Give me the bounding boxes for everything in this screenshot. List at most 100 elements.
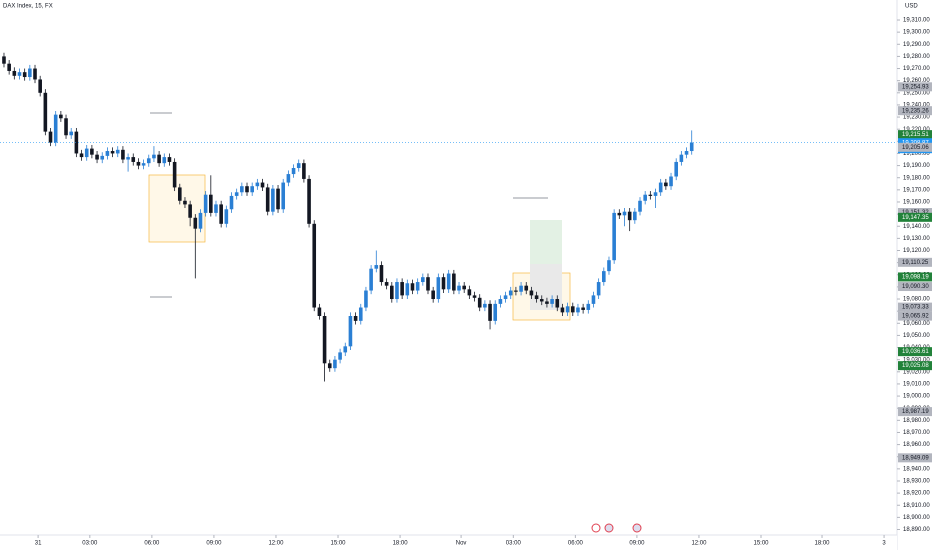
- price-label: 19,090.30: [902, 284, 929, 290]
- candle-body: [353, 316, 358, 321]
- x-tick-label: 12:00: [691, 541, 707, 547]
- candle-body: [648, 194, 653, 196]
- candle-body: [291, 168, 296, 175]
- y-tick-label: 19,170.00: [903, 187, 930, 193]
- candle-body: [477, 297, 482, 308]
- candle-body: [488, 303, 492, 321]
- candle-body: [327, 363, 332, 369]
- candle-body: [312, 223, 317, 308]
- candle-body: [483, 303, 487, 308]
- y-tick-label: 19,140.00: [903, 224, 930, 230]
- currency: USD: [905, 4, 918, 10]
- candle-body: [167, 157, 172, 162]
- candle-body: [59, 114, 63, 119]
- plot: [0, 52, 897, 382]
- candle-body: [658, 182, 663, 193]
- candle-body: [462, 285, 466, 290]
- candle-body: [224, 209, 229, 224]
- price-label-box: [898, 106, 932, 116]
- x-tick-label: 18:00: [815, 541, 831, 547]
- x-tick-label: 09:00: [629, 541, 645, 547]
- candle-body: [586, 303, 591, 310]
- event-icon[interactable]: [591, 523, 601, 533]
- candle-body: [338, 352, 342, 360]
- candle-body: [136, 161, 141, 166]
- candle-body: [214, 204, 218, 213]
- candle-body: [524, 285, 529, 291]
- candle-body: [296, 163, 301, 169]
- candle-body: [333, 359, 337, 369]
- price-label: 19,215.51: [902, 132, 929, 138]
- price-label-box: [898, 311, 932, 321]
- candle-body: [48, 131, 53, 143]
- y-tick-label: 19,060.00: [903, 321, 930, 327]
- x-tick-label: 06:00: [568, 541, 584, 547]
- candle-body: [240, 186, 244, 193]
- time-axis: [0, 535, 897, 550]
- y-tick-label: 18,900.00: [903, 515, 930, 521]
- candle-body: [467, 289, 472, 296]
- candle-body: [183, 200, 187, 205]
- x-tick-label: 06:00: [144, 541, 160, 547]
- price-label: 19,254.93: [902, 84, 929, 90]
- price-label-box: [898, 347, 932, 357]
- candle-body: [255, 182, 260, 187]
- candle-body: [198, 212, 203, 229]
- candle-body: [348, 316, 353, 347]
- y-tick-label: 19,230.00: [903, 115, 930, 121]
- candle-body: [265, 187, 270, 212]
- candle-body: [95, 154, 99, 160]
- candle-body: [534, 295, 539, 300]
- y-tick-label: 18,940.00: [903, 466, 930, 472]
- candle-body: [689, 142, 694, 152]
- candle-body: [581, 307, 585, 310]
- y-tick-label: 19,190.00: [903, 163, 930, 169]
- y-tick-label: 19,120.00: [903, 248, 930, 254]
- candle-body: [281, 182, 286, 210]
- y-tick-label: 18,970.00: [903, 430, 930, 436]
- candle-body: [441, 277, 446, 290]
- candle-body: [669, 176, 673, 187]
- candle-body: [286, 174, 291, 183]
- candle-body: [596, 282, 601, 296]
- candle-body: [374, 265, 379, 269]
- candle-body: [209, 194, 213, 213]
- candle-body: [188, 204, 192, 218]
- event-icon[interactable]: [632, 523, 642, 533]
- candle-body: [33, 68, 37, 80]
- event-icon[interactable]: [604, 523, 614, 533]
- candle-body: [607, 260, 611, 272]
- y-tick-label: 19,250.00: [903, 90, 930, 96]
- candle-body: [152, 154, 156, 159]
- price-label: 19,110.25: [902, 260, 929, 266]
- y-tick-label: 19,290.00: [903, 42, 930, 48]
- candle-body: [421, 277, 425, 283]
- x-tick-label: 12:00: [268, 541, 284, 547]
- price-label: 19,205.06: [902, 145, 929, 151]
- candle-body: [43, 92, 48, 132]
- candle-body: [384, 282, 389, 286]
- price-label: 19,098.19: [902, 275, 929, 281]
- y-tick-label: 19,010.00: [903, 382, 930, 388]
- price-label: 19,235.26: [902, 108, 929, 114]
- candle-body: [245, 186, 249, 193]
- candle-body: [664, 182, 668, 187]
- candle-body: [576, 307, 580, 313]
- candle-body: [90, 148, 94, 155]
- candle-body: [539, 299, 544, 302]
- candle-body: [307, 178, 311, 224]
- candle-body: [369, 268, 373, 291]
- candle-body: [115, 149, 120, 154]
- y-tick-label: 19,080.00: [903, 297, 930, 303]
- candle-body: [555, 299, 560, 308]
- y-tick-label: 19,260.00: [903, 78, 930, 84]
- candle-body: [602, 271, 606, 283]
- candle-body: [69, 131, 74, 136]
- candle-body: [250, 186, 254, 193]
- candle-body: [74, 131, 79, 154]
- x-tick-label: 09:00: [206, 541, 222, 547]
- candle-body: [64, 118, 68, 136]
- y-tick-label: 19,240.00: [903, 103, 930, 109]
- y-tick-label: 18,980.00: [903, 418, 930, 424]
- price-label-box: [898, 208, 932, 218]
